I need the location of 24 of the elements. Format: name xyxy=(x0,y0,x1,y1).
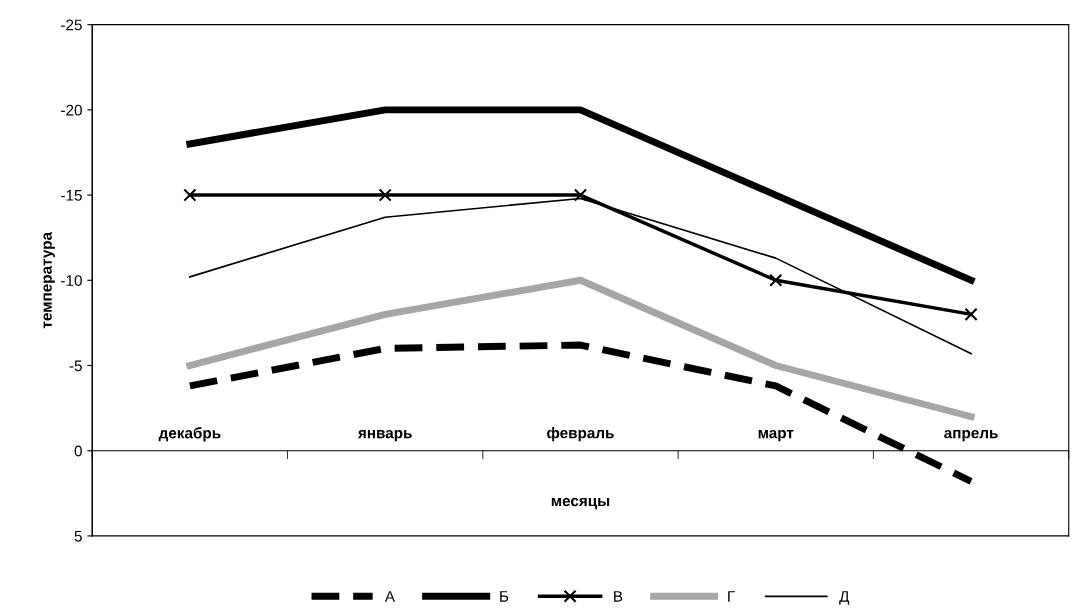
y-tick-label: -15 xyxy=(61,190,82,201)
y-tick-label: -5 xyxy=(69,360,82,372)
x-axis-title: месяцы xyxy=(551,497,610,510)
y-tick-label: 5 xyxy=(74,530,82,542)
legend-label: Б xyxy=(500,591,509,602)
point xyxy=(769,273,783,287)
point xyxy=(964,307,978,321)
y-tick-label: -25 xyxy=(61,19,82,31)
x-tick-label: февраль xyxy=(547,427,614,442)
y-tick-label: -20 xyxy=(61,104,82,116)
y-tick-label: 0 xyxy=(74,445,82,457)
legend-label: А xyxy=(384,591,396,602)
y-axis-title: температура xyxy=(43,231,55,329)
legend-label: В xyxy=(614,591,623,602)
point xyxy=(573,188,588,202)
point xyxy=(183,188,197,202)
point xyxy=(378,188,392,202)
legend-label: Г xyxy=(728,591,735,602)
legend-label: Д xyxy=(839,591,850,605)
x-tick-label: декабрь xyxy=(158,427,221,442)
x-tick-label: январь xyxy=(357,429,412,442)
x-tick-label: апрель xyxy=(944,429,998,442)
y-tick-label: -10 xyxy=(61,275,82,286)
x-tick-label: март xyxy=(758,429,794,442)
